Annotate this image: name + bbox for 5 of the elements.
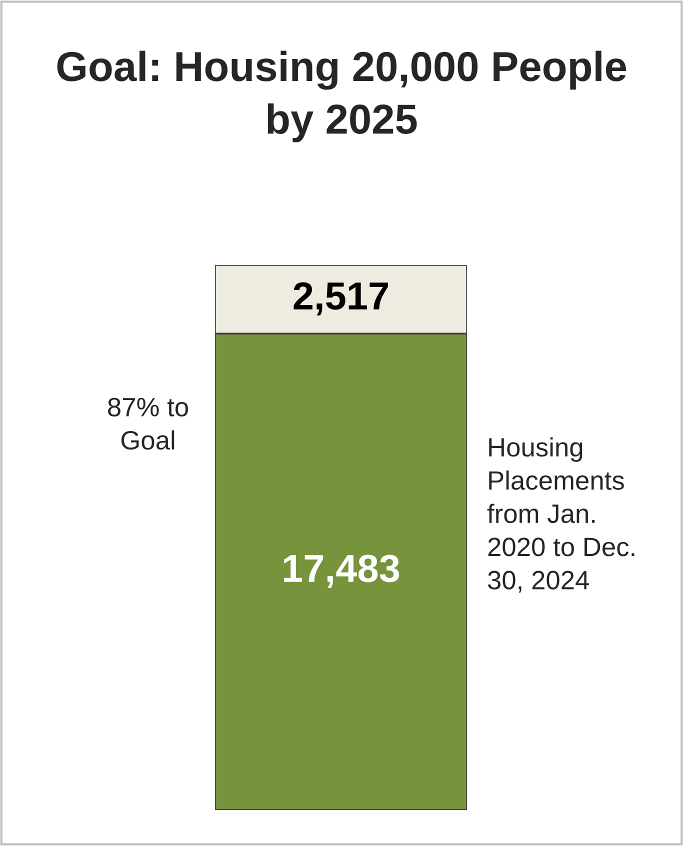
data-label: 17,483 (284, 554, 400, 588)
data-label: 2,517 (294, 282, 388, 316)
chart-title: Goal: Housing 20,000 People by 2025 (57, 50, 626, 142)
text: 87% to Goal (108, 398, 188, 450)
text: Housing Placements from Jan. 2020 to Dec. 30, 2024 (487, 437, 634, 593)
